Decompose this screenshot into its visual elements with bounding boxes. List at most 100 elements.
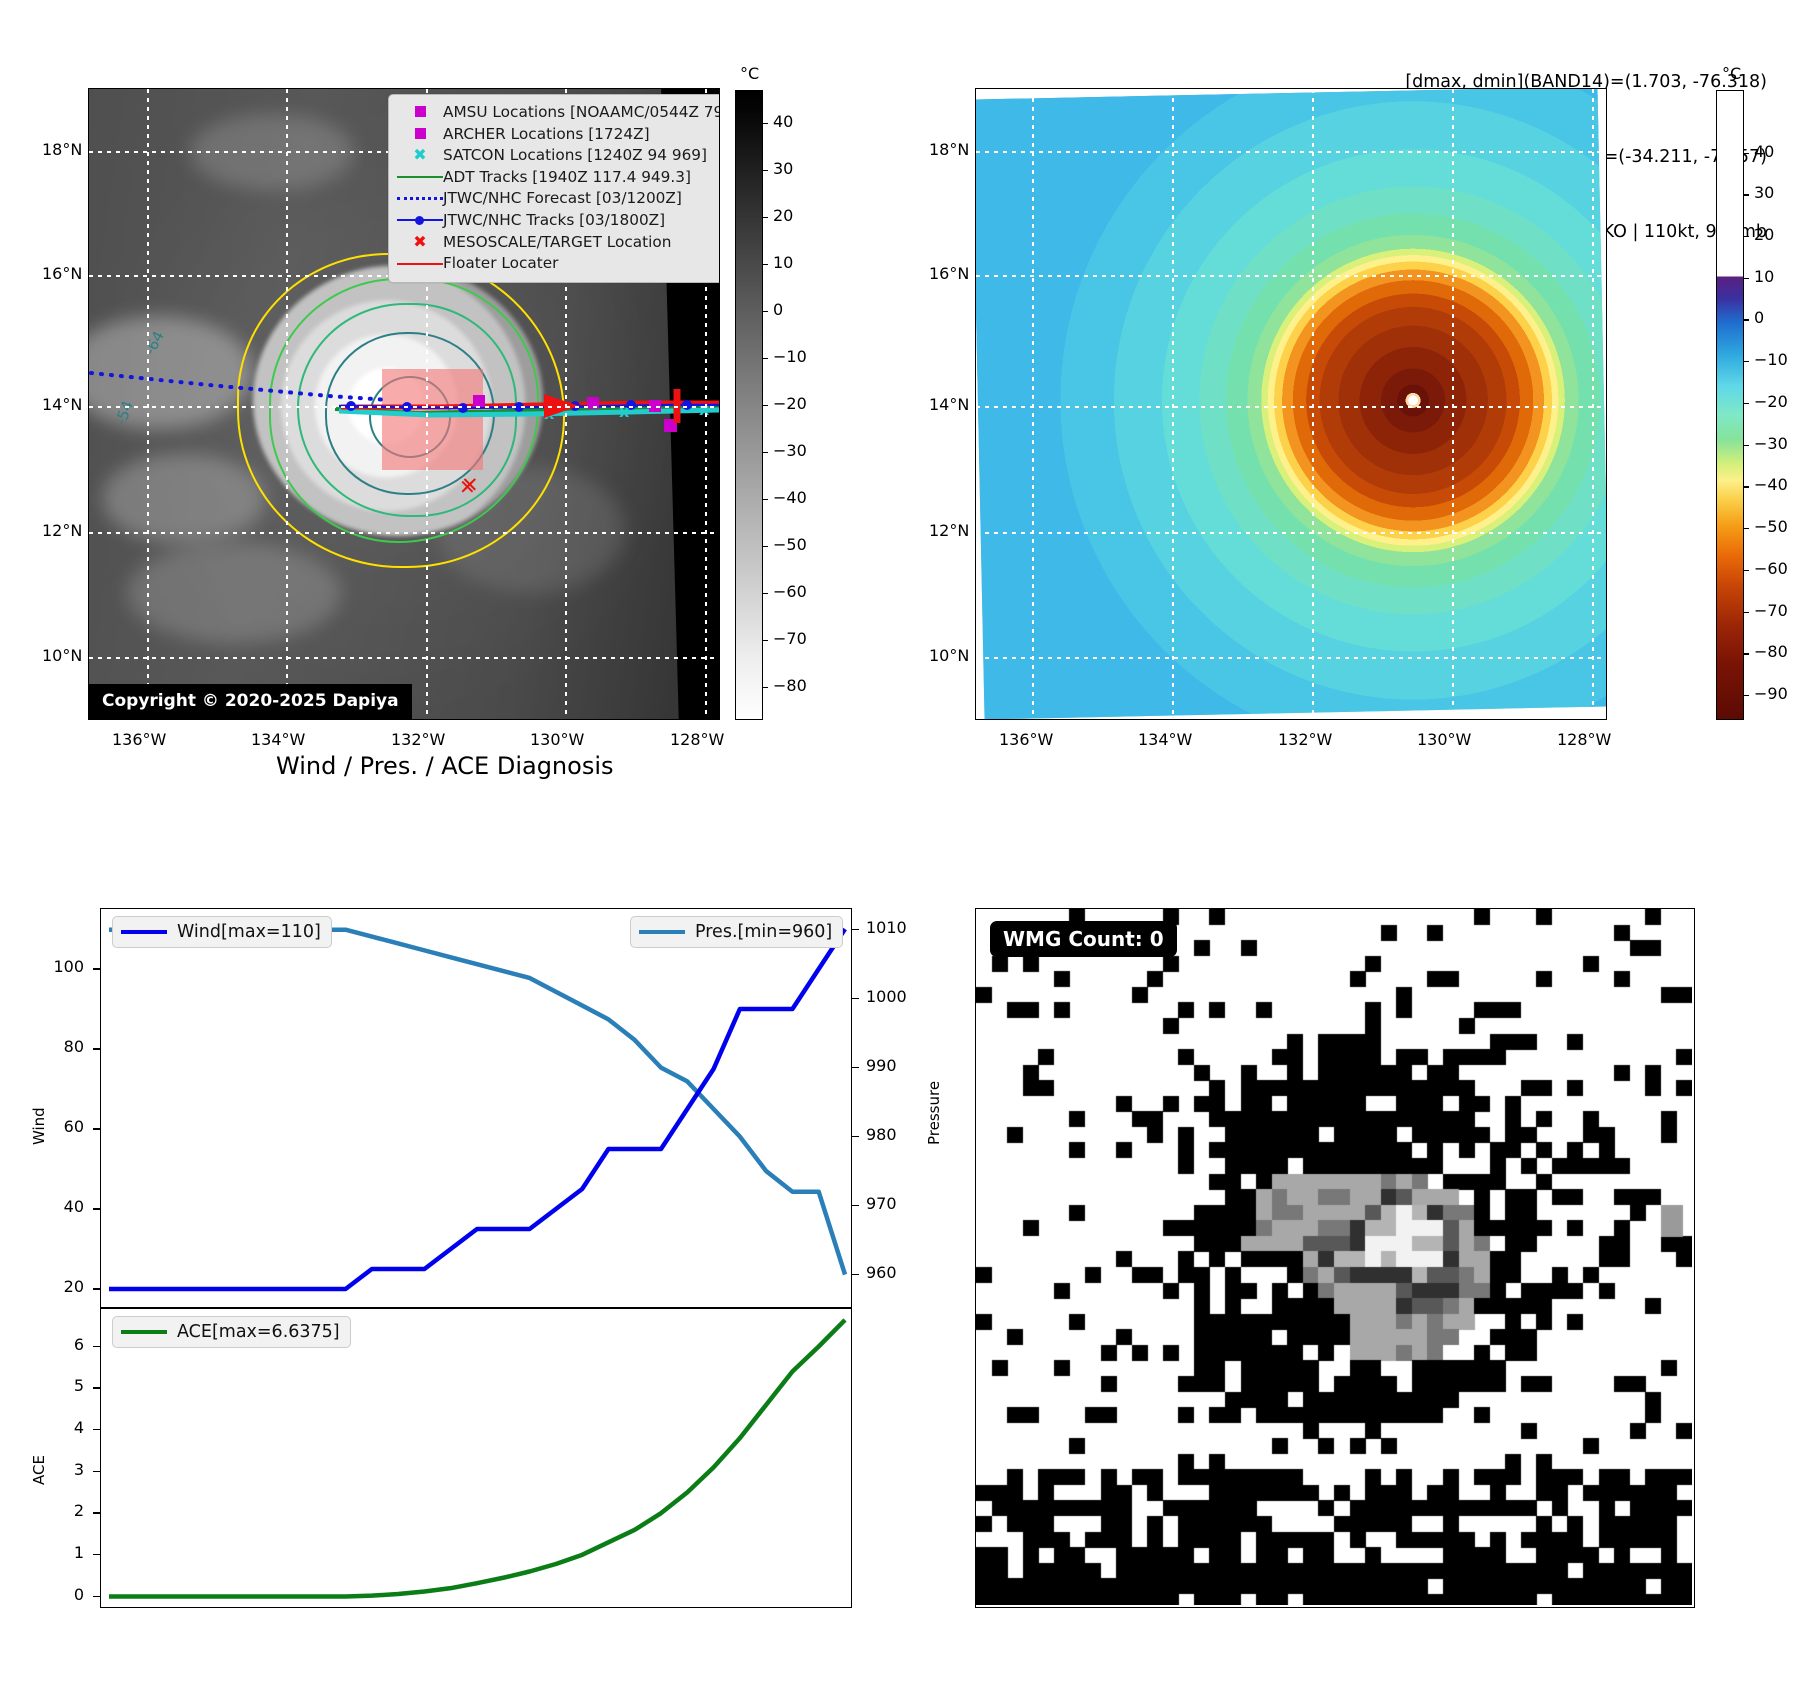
ir-lon-tick: 132°W [391,730,446,749]
eir-colorbar-tickmark [1744,444,1749,446]
legend-label: ADT Tracks [1940Z 117.4 949.3] [443,167,691,186]
ace-axis-tick-mark [93,1387,100,1389]
eir-colorbar-ticklabel: 10 [1754,266,1775,286]
wind-pressure-plot [109,927,848,1292]
ir-colorbar-tickmark [763,640,768,642]
ace-chart[interactable] [100,1308,852,1608]
ir-colorbar-ticklabel: −80 [773,676,807,696]
eir-colorbar-tickmark [1744,361,1749,363]
ir-gridline-lat [89,532,719,534]
eir-colorbar-ticklabel: −50 [1754,517,1788,537]
ir-colorbar-tickmark [763,310,768,313]
wind-axis-tick: 80 [63,1037,84,1056]
pressure-legend[interactable]: Pres.[min=960] [630,916,844,948]
eir-lon-tick: 130°W [1417,730,1472,749]
pressure-legend-label: Pres.[min=960] [695,922,833,942]
legend-label: Floater Locater [443,254,559,273]
diagnosis-title: Wind / Pres. / ACE Diagnosis [276,752,614,780]
legend-label: JTWC/NHC Forecast [03/1200Z] [443,189,682,208]
eir-colorbar-tickmark [1744,611,1749,613]
ir-colorbar-tickmark [763,263,768,266]
pressure-axis-tick: 980 [866,1124,897,1144]
eir-colorbar-ticklabel: 20 [1754,225,1775,245]
ace-axis-tick: 3 [73,1459,84,1479]
eir-lat-tick: 16°N [929,264,970,283]
green-line-icon [397,167,443,189]
ace-axis-tick-mark [93,1595,100,1598]
eir-colorbar-ticklabel: 0 [1754,308,1765,328]
cloud-texture [126,542,341,644]
pressure-line [109,927,848,1276]
eir-colorbar-ticklabel: −10 [1754,350,1788,370]
ir-colorbar-unit: °C [740,64,760,83]
ir-colorbar-ticklabel: 40 [773,111,794,131]
ir-lon-tick: 134°W [251,730,306,749]
eir-colorbar-tickmark [1744,152,1749,154]
legend-label: AMSU Locations [NOAAMC/0544Z 79 987] [443,103,719,121]
wind-legend[interactable]: Wind[max=110] [112,916,332,948]
pressure-axis-tick: 1000 [866,986,907,1006]
cyan-x-icon: ✖ [413,145,427,165]
legend-row: ADT Tracks [1940Z 117.4 949.3] [397,167,719,189]
wind-axis-label: Wind [30,1107,48,1145]
eir-gridline-lat [976,406,1606,408]
eir-colorbar-ticklabel: −60 [1754,558,1788,578]
wind-pressure-chart[interactable] [100,908,852,1308]
ir-lon-tick: 136°W [112,730,167,749]
ir-lat-tick: 10°N [42,646,83,665]
eir-gridline-lat [976,532,1606,534]
ace-axis-tick: 5 [73,1376,84,1396]
ace-axis-tick: 4 [73,1417,84,1437]
ir-lat-tick: 12°N [42,521,83,540]
ir-gridline-lon [426,89,428,719]
pressure-axis-tick-mark [852,997,859,1000]
ace-axis-tick-mark [93,1512,100,1514]
ir-gridline-lon [147,89,149,719]
target-x-markers: ✕ [459,475,476,499]
ir-gridline-lon [286,89,288,719]
wmg-panel[interactable]: WMG Count: 0 [975,908,1695,1608]
eir-colorbar-ticklabel: −40 [1754,475,1788,495]
legend-row: AMSU Locations [NOAAMC/0544Z 79 987] [397,102,719,124]
ir-colorbar-ticklabel: 0 [773,299,784,319]
enhanced-ir-panel[interactable] [975,88,1607,720]
eir-lon-tick: 134°W [1138,730,1193,749]
ir-colorbar-tickmark [763,169,768,172]
ace-legend[interactable]: ACE[max=6.6375] [112,1316,351,1348]
svg-text:✕: ✕ [459,475,476,499]
ir-lon-tick: 130°W [530,730,585,749]
ace-axis-tick-mark [93,1553,100,1556]
wind-line [109,927,847,1292]
legend-row: ✖ MESOSCALE/TARGET Location [397,231,719,254]
red-x-icon: ✖ [413,231,427,251]
ir-legend-box[interactable]: AMSU Locations [NOAAMC/0544Z 79 987] ARC… [388,94,719,283]
ace-axis-tick-mark [93,1470,100,1473]
pressure-axis-label: Pressure [925,1080,943,1145]
mesoscale-target-box [381,369,483,471]
pressure-axis-tick: 990 [866,1055,897,1075]
eir-gridline-lon [1452,89,1454,719]
legend-row: ARCHER Locations [1724Z] [397,124,719,146]
ir-image: -64 -54 [89,89,719,719]
ace-axis-label: ACE [30,1455,48,1485]
eir-gridline-lat [976,151,1606,153]
eir-colorbar [1716,90,1744,720]
eir-colorbar-ticklabel: −20 [1754,391,1788,411]
wind-axis-tick-mark [93,1128,100,1130]
ir-gridline-lat [89,657,719,659]
ir-gridline-lat [89,406,719,408]
eir-colorbar-tickmark [1744,402,1749,405]
ir-colorbar [735,90,763,720]
magenta-square-icon [397,102,443,124]
svg-text:x: x [619,402,630,421]
eir-lon-tick: 128°W [1557,730,1612,749]
ace-axis-tick: 0 [73,1584,84,1604]
eir-colorbar-tickmark [1744,236,1749,238]
ir-lat-tick: 16°N [42,264,83,283]
ir-gridline-lon [705,89,707,719]
pressure-axis-tick: 960 [866,1262,897,1282]
ace-axis-tick-mark [93,1345,100,1348]
wind-axis-tick: 60 [63,1117,84,1136]
legend-label: MESOSCALE/TARGET Location [443,232,672,251]
ir-satellite-panel[interactable]: -64 -54 [88,88,720,720]
